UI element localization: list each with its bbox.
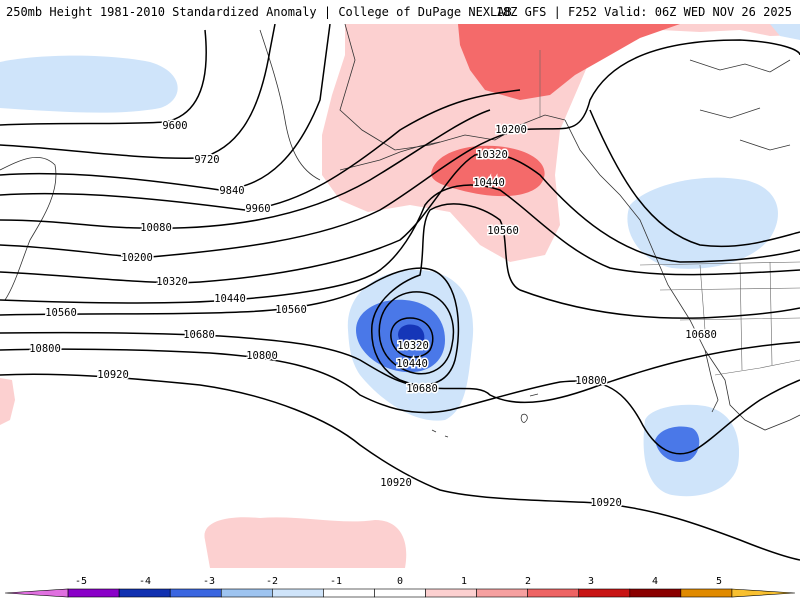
contour-10200-east: [589, 109, 800, 248]
contour-9720: [0, 24, 276, 159]
colorbar-tick: 0: [397, 576, 403, 587]
coastline-baja: [704, 349, 719, 413]
contour-label: 10800: [575, 375, 607, 387]
contour-label: 10800: [29, 343, 61, 355]
contour-label: 10200: [495, 124, 527, 136]
colorbar-tick: 1: [461, 576, 467, 587]
colorbar-tick: -3: [203, 576, 215, 587]
contour-10440-low: [378, 291, 455, 375]
contour-label: 9960: [245, 203, 270, 215]
colorbar-swatches: [4, 588, 796, 598]
canadian-islands: [689, 59, 791, 151]
colorbar-swatch: [4, 588, 69, 598]
contour-label: 9720: [194, 154, 219, 166]
contour-9840: [0, 24, 331, 191]
contour-label: 10440: [396, 358, 428, 370]
colorbar-tick: -5: [75, 576, 87, 587]
contour-label: 10680: [406, 383, 438, 395]
contour-label: 10560: [275, 304, 307, 316]
contour-label: 10680: [685, 329, 717, 341]
contour-10680: [0, 331, 800, 404]
negative-anomaly-northwest-edge: [770, 24, 800, 40]
coastline-aleutians: [339, 141, 441, 171]
anomaly-colorbar: -5 -4 -3 -2 -1 0 1 2 3 4 5: [4, 576, 796, 598]
negative-anomaly-low-core: [398, 324, 425, 350]
model-run-info: 18Z GFS | F252 Valid: 06Z WED NOV 26 202…: [495, 5, 792, 19]
hawaii-islands: [431, 393, 539, 438]
colorbar-swatch: [323, 588, 375, 598]
colorbar-swatch: [118, 588, 171, 598]
contour-label: 10320: [156, 276, 188, 288]
contour-10560: [0, 203, 800, 386]
us-mexico-border: [714, 359, 800, 376]
contour-10800: [0, 348, 800, 455]
colorbar-tick: 3: [588, 576, 594, 587]
contour-10080: [0, 109, 491, 229]
colorbar-swatch: [578, 588, 631, 598]
map-title: 250mb Height 1981-2010 Standardized Anom…: [6, 5, 512, 19]
contour-labels: 9600 9720 9840 9960 10080 10200 10200 10…: [28, 119, 719, 511]
contour-10920: [0, 373, 800, 561]
height-contours: [0, 24, 800, 561]
colorbar-tick: -1: [330, 576, 342, 587]
contour-label: 10920: [380, 477, 412, 489]
positive-anomaly-northeast: [640, 24, 800, 36]
positive-anomaly-core-north: [458, 24, 680, 100]
positive-anomaly-west-edge: [0, 378, 15, 425]
contour-label: 10440: [214, 293, 246, 305]
contour-10320: [0, 153, 800, 284]
colorbar-swatch: [527, 588, 580, 598]
contour-label: 10080: [140, 222, 172, 234]
colorbar-tick: 5: [716, 576, 722, 587]
contour-10200: [0, 39, 800, 258]
colorbar-tick: -2: [266, 576, 278, 587]
contour-label: 10920: [590, 497, 622, 509]
coastline-asia: [0, 157, 57, 301]
negative-anomaly-northwest: [0, 55, 178, 113]
coastline-alaska: [339, 24, 566, 151]
positive-anomaly-gulf: [431, 145, 545, 197]
contour-9600: [0, 29, 207, 126]
contour-label: 10440: [473, 177, 505, 189]
map-header: 250mb Height 1981-2010 Standardized Anom…: [0, 0, 800, 24]
contour-label: 9600: [162, 120, 187, 132]
colorbar-tick: 2: [525, 576, 531, 587]
contour-label: 10200: [121, 252, 153, 264]
colorbar-tick-labels: -5 -4 -3 -2 -1 0 1 2 3 4 5: [75, 576, 722, 587]
contour-10440: [0, 184, 800, 304]
positive-anomaly-southwest: [204, 517, 407, 568]
borders: [539, 50, 800, 376]
state-lines: [659, 261, 800, 371]
colorbar-swatch: [374, 588, 426, 598]
contour-label: 10320: [476, 149, 508, 161]
colorbar-tick: 4: [652, 576, 658, 587]
colorbar-swatch: [476, 588, 528, 598]
contour-label: 10800: [246, 350, 278, 362]
colorbar-swatch: [220, 588, 273, 598]
contour-label: 10320: [397, 340, 429, 352]
colorbar-swatch: [680, 588, 733, 598]
contour-label: 10920: [97, 369, 129, 381]
us-canada-border: [639, 261, 800, 266]
contour-10320-low: [390, 317, 434, 358]
colorbar-swatch: [731, 588, 796, 598]
contour-9960: [0, 89, 521, 211]
colorbar-swatch: [425, 588, 477, 598]
colorbar-swatch: [169, 588, 222, 598]
colorbar-tick: -4: [139, 576, 151, 587]
anomaly-map: 9600 9720 9840 9960 10080 10200 10200 10…: [0, 24, 800, 568]
colorbar-swatch: [67, 588, 120, 598]
contour-label: 9840: [219, 185, 244, 197]
contour-label: 10560: [45, 307, 77, 319]
contour-label: 10560: [487, 225, 519, 237]
contour-label: 10680: [183, 329, 215, 341]
colorbar-swatch: [629, 588, 682, 598]
colorbar-swatch: [272, 588, 324, 598]
